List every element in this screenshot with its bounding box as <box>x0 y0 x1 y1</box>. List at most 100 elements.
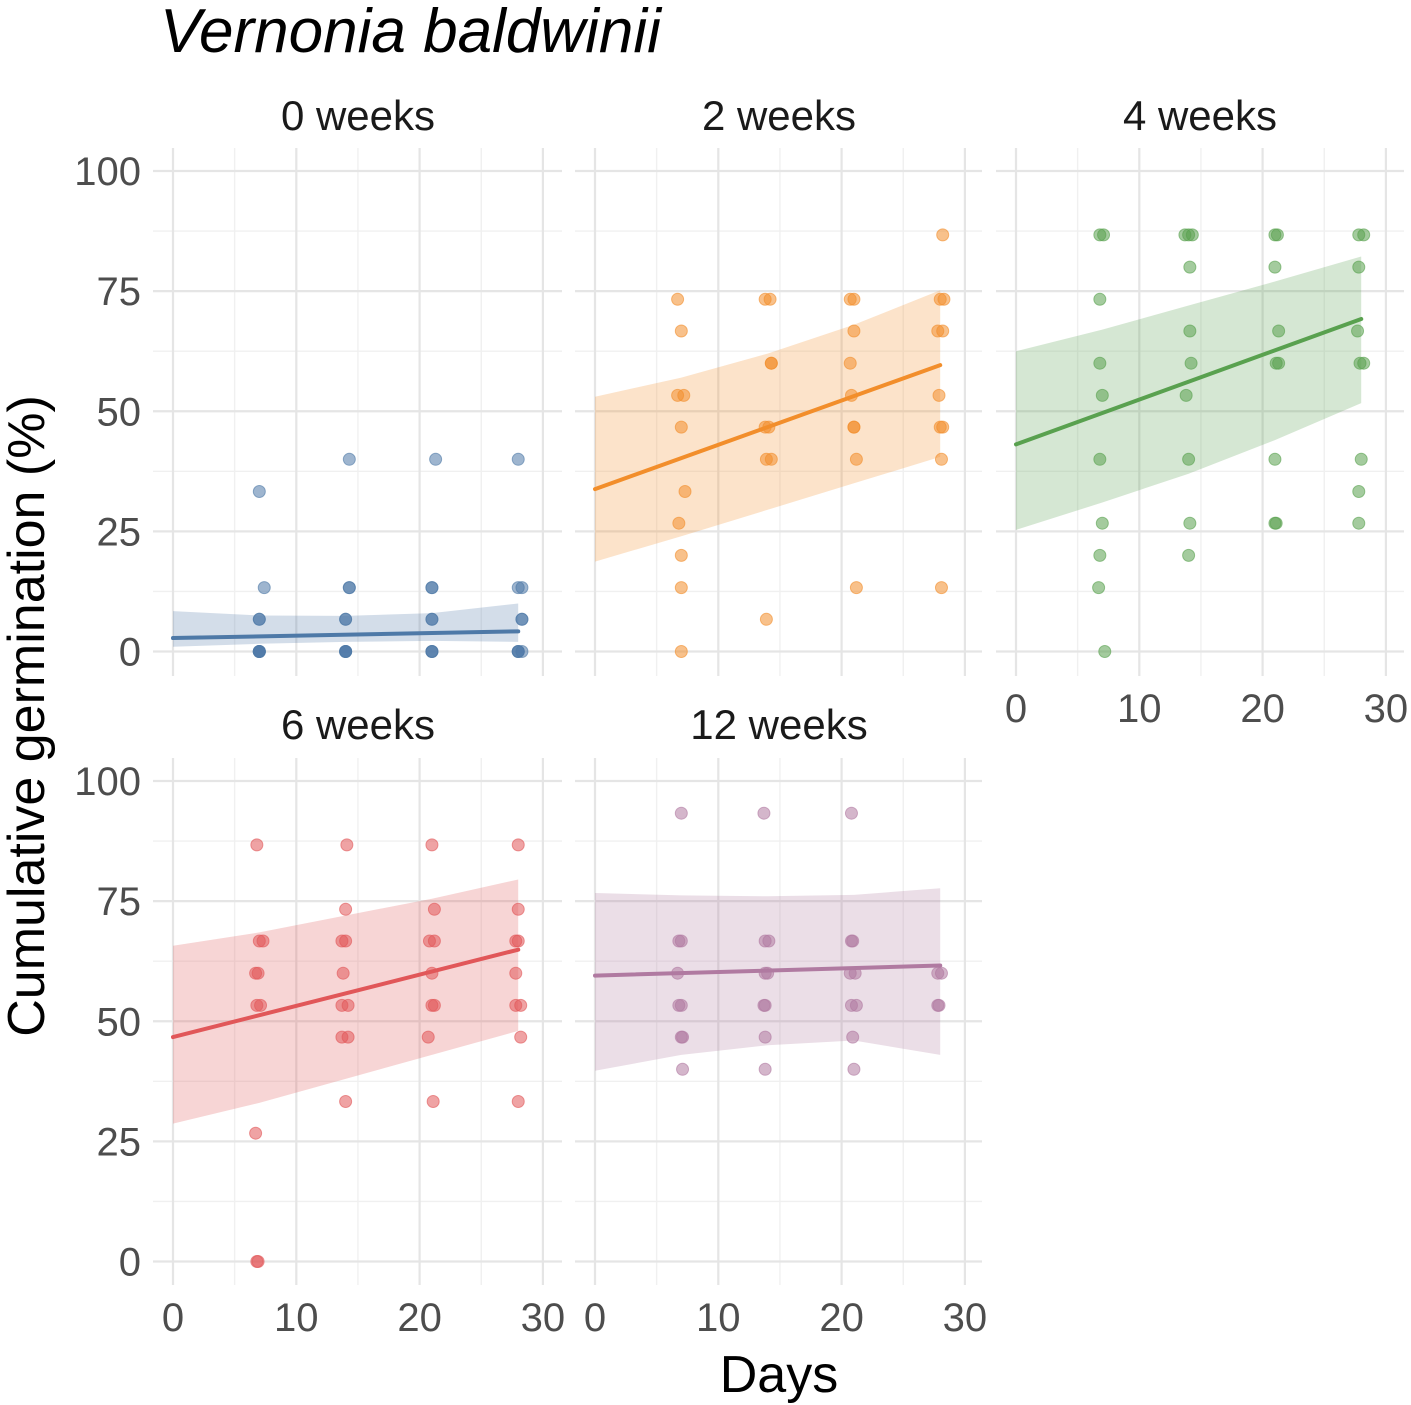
data-point <box>1185 228 1199 242</box>
data-point <box>934 581 948 595</box>
data-point <box>1268 452 1282 466</box>
data-point <box>1270 228 1284 242</box>
y-tick-label: 25 <box>97 510 142 554</box>
data-point <box>672 516 686 530</box>
data-point <box>515 581 529 595</box>
y-tick-label: 50 <box>97 1000 142 1044</box>
data-point <box>762 934 776 948</box>
x-axis-title: Days <box>720 1346 838 1404</box>
data-point <box>1093 548 1107 562</box>
data-point <box>425 645 439 658</box>
data-point <box>511 1094 525 1108</box>
y-tick-label: 100 <box>74 150 141 194</box>
data-point <box>252 484 266 498</box>
data-point <box>936 228 950 242</box>
data-point <box>250 838 264 852</box>
data-point <box>429 452 443 466</box>
data-point <box>676 1030 690 1044</box>
data-point <box>763 292 777 306</box>
data-point <box>846 1030 860 1044</box>
x-tick-label: 10 <box>1117 687 1162 731</box>
data-point <box>251 966 265 980</box>
trend-line <box>593 363 943 492</box>
data-point <box>1182 548 1196 562</box>
trend-line <box>1014 316 1364 447</box>
y-tick-label: 100 <box>74 760 141 804</box>
data-point <box>678 484 692 498</box>
data-point <box>1184 356 1198 370</box>
data-point <box>847 292 861 306</box>
data-point <box>251 1255 265 1268</box>
x-tick-label: 20 <box>1240 687 1285 731</box>
data-point <box>674 548 688 562</box>
x-tick-label: 0 <box>1005 687 1027 731</box>
data-point <box>1183 260 1197 274</box>
data-point <box>254 998 268 1012</box>
data-point <box>421 1030 435 1044</box>
data-point <box>674 324 688 338</box>
y-axis-title: Cumulative germination (%) <box>0 395 56 1037</box>
data-point <box>252 612 266 626</box>
chart-title: Vernonia baldwinii <box>160 0 663 66</box>
x-tick-label: 10 <box>696 1296 741 1340</box>
facet-label: 4 weeks <box>1123 92 1277 139</box>
x-tick-label: 30 <box>521 1296 566 1340</box>
data-point <box>849 581 863 595</box>
x-tick-label: 30 <box>943 1296 988 1340</box>
data-point <box>937 292 951 306</box>
data-point <box>758 1030 772 1044</box>
data-point <box>514 998 528 1012</box>
data-point <box>1182 452 1196 466</box>
data-point <box>515 612 529 626</box>
data-point <box>764 356 778 370</box>
facet-label: 12 weeks <box>690 701 867 748</box>
data-point <box>425 581 439 595</box>
data-point <box>1352 260 1366 274</box>
data-point <box>936 324 950 338</box>
x-tick-label: 20 <box>397 1296 442 1340</box>
data-point <box>340 838 354 852</box>
x-tick-label: 10 <box>274 1296 319 1340</box>
facet-panel: 2 weeks <box>575 92 982 676</box>
data-point <box>1093 356 1107 370</box>
data-point <box>427 902 441 916</box>
data-point <box>674 581 688 595</box>
data-point <box>843 356 857 370</box>
data-point <box>1098 645 1112 658</box>
y-tick-label: 0 <box>119 631 141 675</box>
facet-panel: 0 weeks 0 25 50 75 100 <box>74 92 562 676</box>
data-point <box>1179 388 1193 402</box>
x-tick-label: 0 <box>584 1296 606 1340</box>
data-point <box>674 998 688 1012</box>
data-point <box>936 420 950 434</box>
data-point <box>674 420 688 434</box>
data-point <box>674 806 688 820</box>
data-point <box>671 292 685 306</box>
trend-line <box>171 947 521 1040</box>
data-point <box>341 998 355 1012</box>
data-point <box>847 1062 861 1076</box>
data-point <box>341 1030 355 1044</box>
data-point <box>846 934 860 948</box>
data-point <box>339 612 353 626</box>
data-point <box>849 452 863 466</box>
facet-panel: 4 weeks 0 10 20 30 <box>996 92 1408 731</box>
y-tick-label: 75 <box>97 270 142 314</box>
data-point <box>514 1030 528 1044</box>
data-point <box>844 806 858 820</box>
data-point <box>757 806 771 820</box>
data-point <box>674 934 688 948</box>
data-point <box>934 966 948 980</box>
x-tick-label: 30 <box>1364 687 1409 731</box>
data-point <box>1183 324 1197 338</box>
data-point <box>342 452 356 466</box>
data-point <box>677 388 691 402</box>
data-point <box>427 998 441 1012</box>
data-point <box>1352 484 1366 498</box>
data-point <box>1351 324 1365 338</box>
data-point <box>1357 356 1371 370</box>
data-point <box>759 612 773 626</box>
data-point <box>676 1062 690 1076</box>
trend-line <box>171 629 521 641</box>
facet-panel: 12 weeks 0 10 20 30 <box>575 701 987 1340</box>
